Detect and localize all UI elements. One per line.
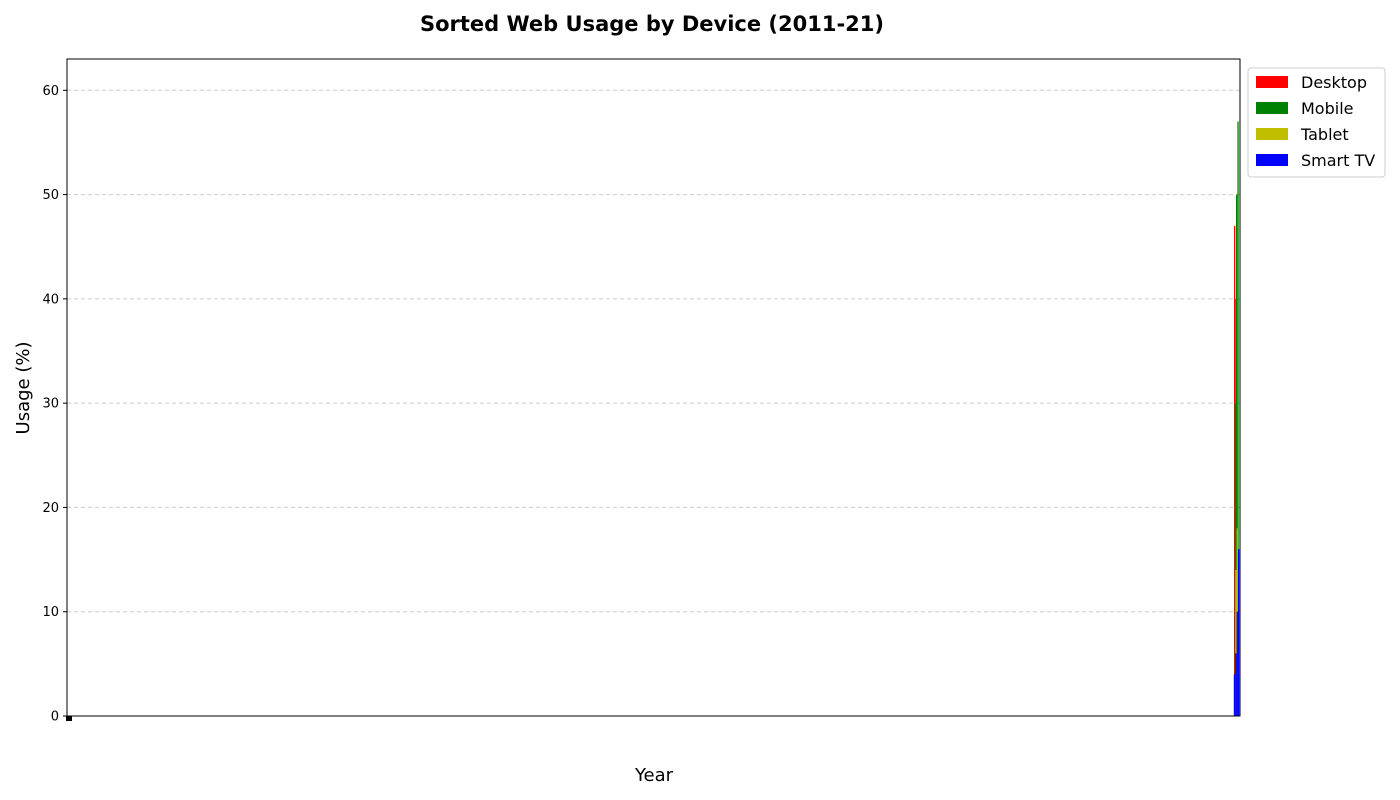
- bar-mobile: [1236, 194, 1238, 717]
- bar-smart-tv: [1238, 549, 1240, 716]
- legend: Desktop Mobile Tablet Smart TV: [1247, 67, 1386, 178]
- bar-mobile: [1234, 403, 1236, 716]
- y-axis-ticks: 0 10 20 30 40 50 60: [42, 84, 67, 725]
- y-tick-label: 60: [42, 84, 59, 99]
- legend-label: Mobile: [1301, 99, 1353, 118]
- y-axis-label: Usage (%): [13, 342, 34, 435]
- legend-label: Smart TV: [1301, 151, 1375, 170]
- plot-area-frame: [66, 58, 1241, 717]
- gridlines: [67, 89, 1240, 613]
- y-tick-label: 0: [51, 710, 59, 725]
- legend-swatch: [1256, 128, 1288, 140]
- chart-title: Sorted Web Usage by Device (2011-21): [420, 12, 884, 36]
- x-axis-label: Year: [634, 765, 674, 786]
- bars: [1233, 121, 1240, 717]
- bar-smart-tv: [1236, 611, 1238, 716]
- y-tick-label: 50: [42, 188, 59, 203]
- legend-frame: [1247, 67, 1386, 178]
- y-tick-label: 40: [42, 292, 59, 307]
- y-tick-label: 20: [42, 501, 59, 516]
- legend-swatch: [1256, 102, 1288, 114]
- x-axis-tick-cluster: [66, 716, 72, 721]
- bar-mobile: [1237, 121, 1239, 717]
- y-tick-label: 30: [42, 397, 59, 412]
- bar-smart-tv: [1233, 674, 1236, 716]
- legend-swatch: [1256, 76, 1288, 88]
- legend-label: Tablet: [1300, 125, 1349, 144]
- bar-tablet: [1235, 570, 1237, 716]
- y-tick-label: 10: [42, 605, 59, 620]
- legend-swatch: [1256, 154, 1288, 166]
- bar-smart-tv: [1235, 653, 1237, 716]
- legend-label: Desktop: [1301, 73, 1367, 92]
